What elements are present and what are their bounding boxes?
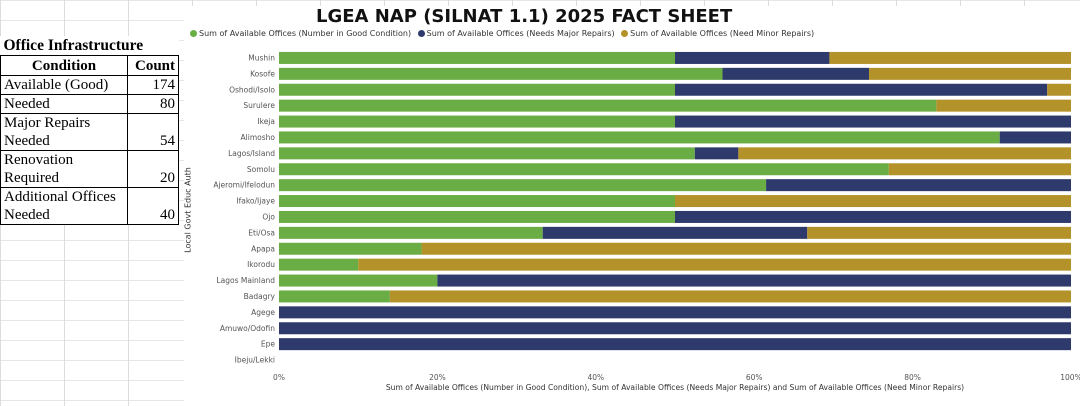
legend-label-minor: Sum of Available Offices (Need Minor Rep… (630, 29, 815, 38)
row-label-line: Needed (4, 207, 50, 223)
bar-segment (675, 210, 1071, 223)
bar-segment (279, 51, 675, 64)
bar-segment (888, 163, 1071, 176)
table-row: Needed 80 (0, 94, 179, 114)
bar-segment (279, 147, 695, 160)
y-tick-label: Ajeromi/Ifelodun (213, 181, 275, 190)
bar-segment (279, 179, 767, 192)
y-tick-label: Agege (251, 308, 275, 317)
y-tick-label: Kosofe (250, 69, 275, 78)
bar-segment (722, 67, 870, 80)
legend-swatch-good (190, 30, 197, 37)
row-label-line: Renovation (4, 152, 74, 168)
bar-segment (766, 179, 1071, 192)
y-tick-label: Epe (261, 340, 275, 349)
bar-segment (1047, 83, 1071, 96)
table-row: Renovation Required 20 (0, 150, 179, 188)
bar-segment (807, 226, 1071, 239)
row-label-line: Required (4, 170, 59, 186)
y-tick-label: Lagos/Island (228, 149, 275, 158)
y-tick-label: Somolu (247, 165, 275, 174)
bar-segment (437, 274, 1071, 287)
y-tick-label: Alimosho (241, 133, 276, 142)
y-tick-label: Eti/Osa (248, 228, 275, 237)
legend-item-good[interactable]: Sum of Available Offices (Number in Good… (190, 29, 411, 38)
row-label: Additional Offices Needed (0, 187, 128, 225)
bar-segment (675, 83, 1048, 96)
bar-segment (279, 306, 1071, 319)
bar-segment (279, 210, 675, 223)
y-tick-label: Badagry (244, 292, 276, 301)
bar-segment (869, 67, 1071, 80)
bar-segment (389, 290, 1071, 303)
bar-segment (694, 147, 739, 160)
bar-segment (279, 67, 723, 80)
bar-segment (279, 163, 889, 176)
bar-segment (738, 147, 1071, 160)
row-label: Renovation Required (0, 150, 128, 188)
bar-segment (999, 131, 1071, 144)
legend-swatch-minor (621, 30, 629, 37)
y-tick-label: Ibeju/Lekki (235, 356, 275, 365)
bar-segment (358, 258, 1071, 271)
bar-segment (675, 115, 1071, 128)
x-tick-label: 60% (746, 373, 763, 382)
x-axis-label: Sum of Available Offices (Number in Good… (386, 383, 964, 392)
legend-label-major: Sum of Available Offices (Needs Major Re… (426, 29, 615, 38)
bar-segment (675, 195, 1071, 208)
bar-segment (279, 290, 390, 303)
y-tick-label: Lagos Mainland (216, 276, 275, 285)
bar-segment (279, 131, 1000, 144)
y-tick-label: Ifako/Ijaye (236, 197, 275, 206)
legend-item-major[interactable]: Sum of Available Offices (Needs Major Re… (417, 29, 615, 38)
x-tick-label: 80% (904, 373, 921, 382)
bar-segment (279, 338, 1071, 351)
table-row: Additional Offices Needed 40 (0, 187, 179, 225)
bar-segment (421, 242, 1071, 255)
legend-item-minor[interactable]: Sum of Available Offices (Need Minor Rep… (621, 29, 814, 38)
bar-segment (279, 258, 359, 271)
x-tick-label: 40% (587, 373, 604, 382)
table-row: Major Repairs Needed 54 (0, 113, 179, 151)
row-label: Major Repairs Needed (0, 113, 128, 151)
bar-segment (279, 274, 438, 287)
x-tick-label: 0% (273, 373, 285, 382)
bar-segment (279, 322, 1071, 335)
condition-header: Condition (0, 55, 128, 76)
bar-segment (936, 99, 1071, 112)
legend-label-good: Sum of Available Offices (Number in Good… (199, 29, 412, 38)
bar-segment (279, 83, 675, 96)
y-tick-label: Oshodi/Isolo (229, 85, 275, 94)
y-tick-label: Apapa (251, 244, 275, 253)
bar-segment (675, 51, 830, 64)
y-tick-label: Ikorodu (247, 260, 275, 269)
row-value: 80 (127, 94, 179, 114)
chart-title: LGEA NAP (SILNAT 1.1) 2025 FACT SHEET (316, 6, 733, 27)
legend-swatch-major (417, 30, 425, 37)
y-tick-label: Ikeja (257, 117, 275, 126)
bar-segment (829, 51, 1071, 64)
row-label-line: Additional Offices (4, 189, 116, 205)
x-tick-label: 100% (1060, 373, 1080, 382)
bar-segment (279, 115, 675, 128)
y-tick-label: Ojo (262, 212, 275, 221)
row-value: 40 (127, 187, 179, 225)
office-infrastructure-table: Office Infrastructure Condition Count Av… (0, 36, 179, 225)
bar-segment (279, 226, 543, 239)
bar-segment (542, 226, 808, 239)
y-tick-label: Mushin (248, 53, 275, 62)
bar-segment (279, 242, 422, 255)
row-label: Available (Good) (0, 75, 128, 95)
x-tick-label: 20% (429, 373, 446, 382)
row-label-line: Needed (4, 133, 50, 149)
row-value: 54 (127, 113, 179, 151)
chart-legend: Sum of Available Offices (Number in Good… (190, 29, 818, 38)
row-label-line: Major Repairs (4, 115, 91, 131)
bar-segment (279, 99, 937, 112)
y-tick-label: Amuwo/Odofin (220, 324, 275, 333)
count-header: Count (127, 55, 179, 76)
bar-segment (279, 195, 675, 208)
y-tick-label: Surulere (243, 101, 275, 110)
